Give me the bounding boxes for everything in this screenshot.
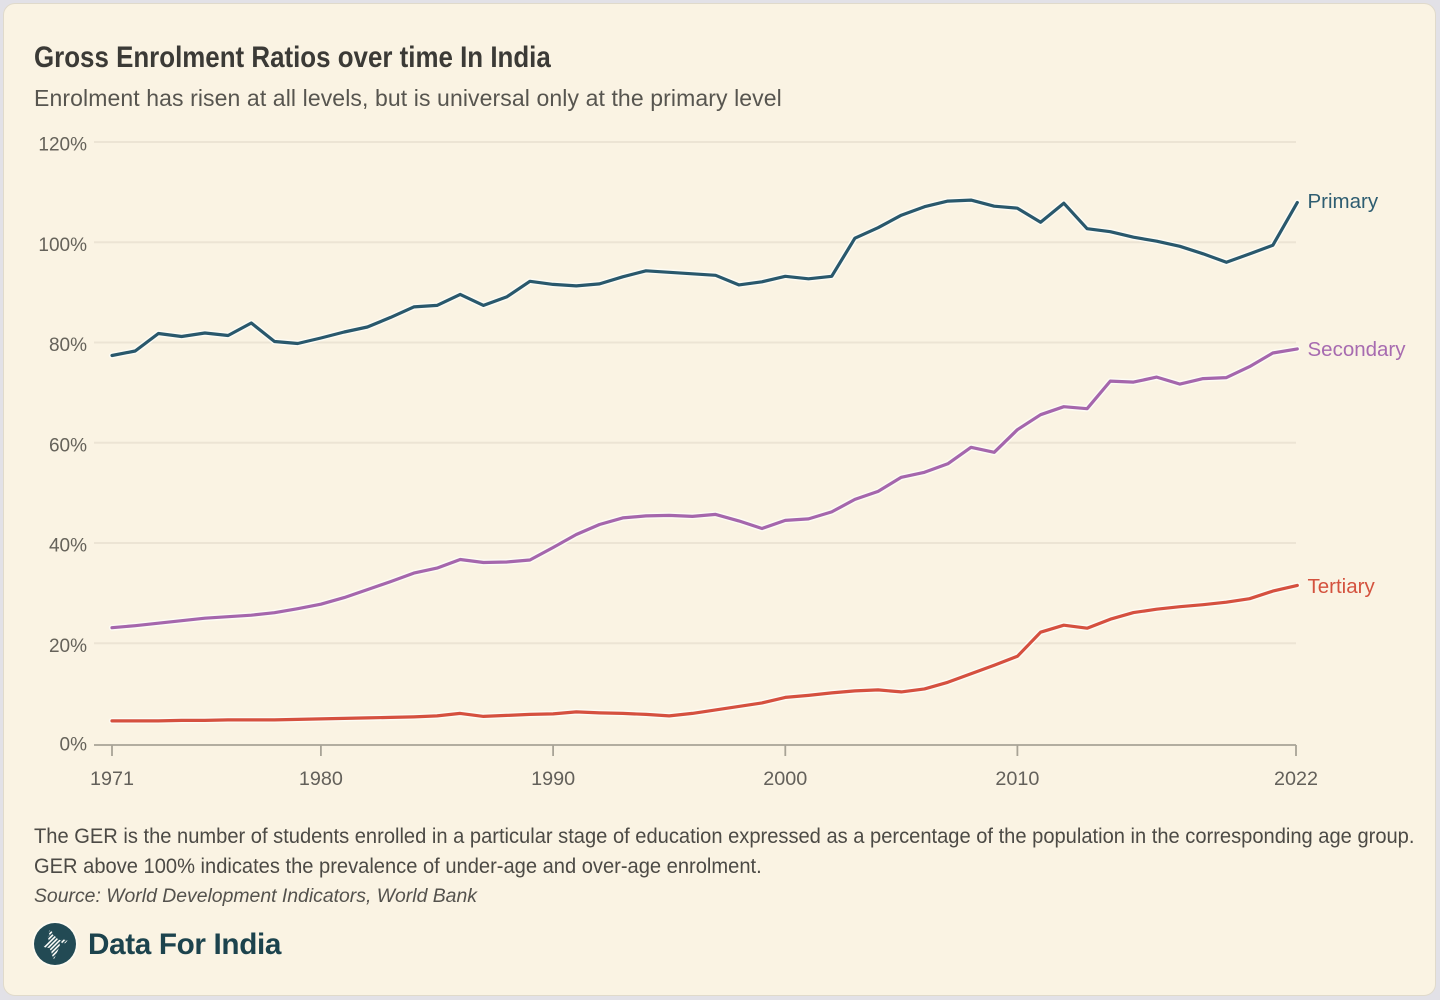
- svg-text:40%: 40%: [49, 536, 87, 557]
- svg-text:Secondary: Secondary: [1308, 338, 1407, 361]
- svg-text:Tertiary: Tertiary: [1308, 575, 1376, 598]
- svg-text:20%: 20%: [49, 636, 87, 657]
- svg-text:2000: 2000: [763, 768, 807, 790]
- svg-text:120%: 120%: [38, 135, 87, 156]
- svg-text:1980: 1980: [299, 768, 343, 790]
- svg-text:1971: 1971: [90, 768, 134, 790]
- svg-text:2010: 2010: [995, 768, 1039, 790]
- svg-text:1990: 1990: [531, 768, 575, 790]
- svg-text:2022: 2022: [1274, 768, 1318, 790]
- svg-text:Primary: Primary: [1308, 190, 1379, 213]
- svg-text:100%: 100%: [38, 235, 87, 256]
- svg-text:60%: 60%: [49, 435, 87, 456]
- svg-text:80%: 80%: [49, 335, 87, 356]
- svg-text:0%: 0%: [60, 735, 88, 756]
